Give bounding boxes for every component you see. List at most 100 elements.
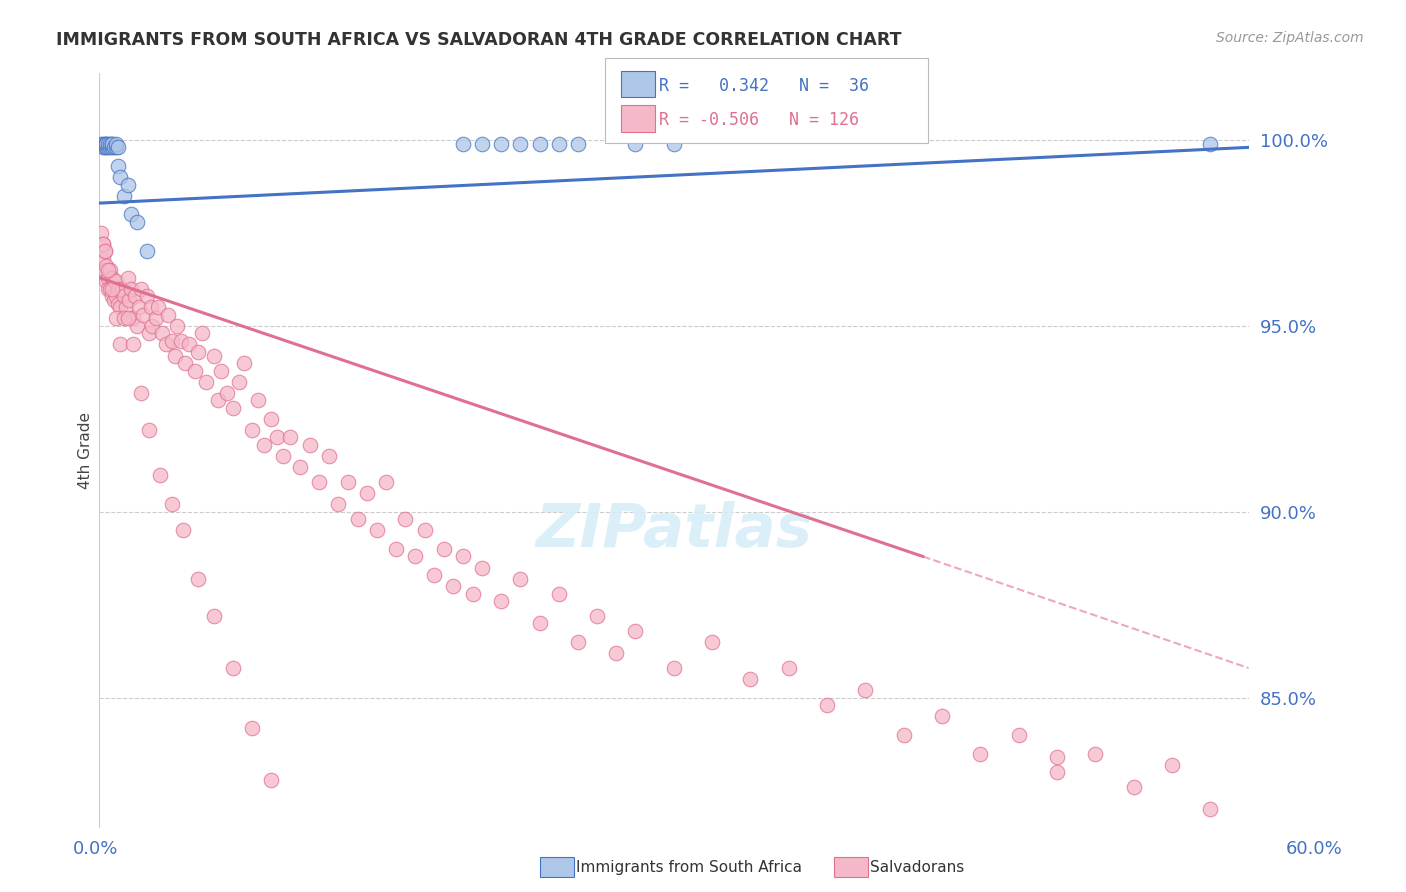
Point [91, 252, 114, 266]
Point [90, 226, 112, 240]
Point [112, 311, 135, 326]
Point [108, 170, 131, 185]
Point [567, 136, 589, 151]
Point [170, 334, 193, 348]
Point [1084, 747, 1107, 761]
Point [96, 136, 118, 151]
Point [112, 289, 135, 303]
Point [240, 721, 263, 735]
Point [222, 661, 245, 675]
Point [451, 549, 474, 564]
Point [815, 698, 838, 713]
Point [149, 467, 172, 482]
Point [529, 136, 551, 151]
Point [413, 524, 436, 538]
Point [288, 460, 311, 475]
Point [117, 178, 139, 192]
Point [1008, 728, 1031, 742]
Point [96, 136, 118, 151]
Point [385, 541, 408, 556]
Point [105, 136, 128, 151]
Point [124, 289, 146, 303]
Point [135, 244, 157, 259]
Point [108, 337, 131, 351]
Point [240, 423, 263, 437]
Point [740, 672, 762, 686]
Point [97, 263, 120, 277]
Point [97, 140, 120, 154]
Point [139, 300, 162, 314]
Point [103, 274, 125, 288]
Point [98, 136, 121, 151]
Point [107, 159, 129, 173]
Point [471, 560, 494, 574]
Point [253, 438, 276, 452]
Point [138, 326, 160, 341]
Point [471, 136, 494, 151]
Point [156, 308, 179, 322]
Point [122, 311, 145, 326]
Point [624, 136, 647, 151]
Point [103, 140, 125, 154]
Point [117, 311, 139, 326]
Point [308, 475, 330, 489]
Point [148, 300, 170, 314]
Point [90, 136, 112, 151]
Point [101, 289, 124, 303]
Point [893, 728, 915, 742]
Point [423, 568, 446, 582]
Point [266, 430, 288, 444]
Point [346, 512, 368, 526]
Point [120, 282, 142, 296]
Point [187, 345, 209, 359]
Point [547, 587, 569, 601]
Point [141, 318, 163, 333]
Point [91, 237, 114, 252]
Point [280, 430, 302, 444]
Point [567, 635, 589, 649]
Point [117, 270, 139, 285]
Y-axis label: 4th Grade: 4th Grade [79, 412, 93, 489]
Point [114, 300, 136, 314]
Point [172, 524, 194, 538]
Point [101, 136, 124, 151]
Point [97, 136, 120, 151]
Point [260, 772, 283, 787]
Point [318, 449, 340, 463]
Point [328, 497, 350, 511]
Point [93, 136, 115, 151]
Point [101, 282, 124, 296]
Point [97, 270, 120, 285]
Point [207, 393, 229, 408]
Point [853, 683, 876, 698]
Point [150, 326, 173, 341]
Point [1199, 802, 1222, 816]
Point [931, 709, 953, 723]
Point [1046, 750, 1069, 764]
Point [96, 140, 118, 154]
Point [128, 300, 150, 314]
Point [160, 334, 183, 348]
Point [233, 356, 256, 370]
Point [105, 311, 128, 326]
Point [222, 401, 245, 415]
Point [160, 497, 183, 511]
Point [491, 594, 513, 608]
Point [491, 136, 513, 151]
Point [122, 337, 145, 351]
Point [107, 282, 129, 296]
Point [461, 587, 484, 601]
Point [662, 136, 685, 151]
Point [166, 318, 188, 333]
Point [107, 296, 129, 310]
Point [336, 475, 359, 489]
Point [91, 237, 114, 252]
Point [96, 274, 118, 288]
Point [105, 289, 128, 303]
Text: R =   0.342   N =  36: R = 0.342 N = 36 [659, 77, 869, 95]
Point [624, 624, 647, 638]
Point [145, 311, 167, 326]
Point [127, 318, 149, 333]
Point [98, 263, 121, 277]
Text: R = -0.506   N = 126: R = -0.506 N = 126 [659, 112, 859, 129]
